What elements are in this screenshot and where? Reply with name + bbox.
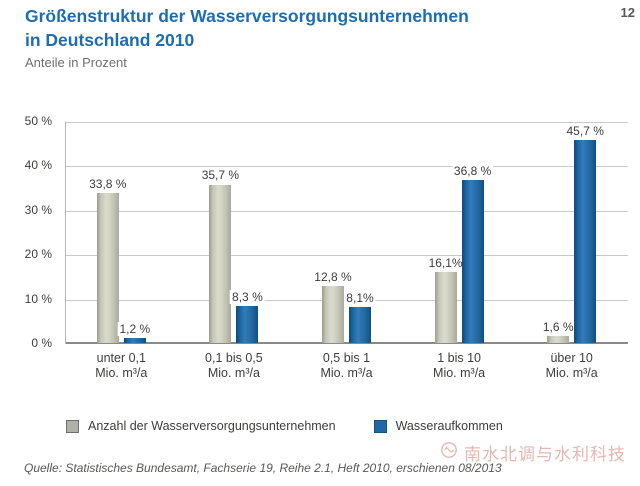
page-title-line2: in Deutschland 2010 [25,30,195,50]
page-title-line1: Größenstruktur der Wasserversorgungsunte… [25,6,469,26]
bar-chart-plot-area: 50 % 40 % 30 % 20 % 10 % 0 % 33,8 % 1,2 % 35,7 %… [25,114,628,350]
legend-swatch-icon [66,419,79,433]
bar [547,335,570,343]
bar [209,184,232,343]
watermark: 南水北调与水利科技 [440,440,626,465]
gridline [65,255,628,257]
x-axis-category-label: 1 bis 10 Mio. m³/a [433,351,486,380]
bar-value-label: 16,1% [426,255,465,270]
chart-legend: Anzahl der Wasserversorgungsunternehmen W… [66,419,503,433]
bar-group: 16,1% 36,8 % [403,122,516,344]
x-axis-category-label: 0,5 bis 1 Mio. m³/a [320,351,373,380]
bar [321,286,344,343]
x-axis-category-label: unter 0,1 Mio. m³/a [95,351,148,380]
legend-item: Anzahl der Wasserversorgungsunternehmen [66,419,336,433]
bar-value-label: 33,8 % [87,176,129,191]
legend-label: Wasseraufkommen [395,419,503,433]
bar-group: 12,8 % 8,1% [290,122,403,344]
gridline [65,342,628,344]
watermark-logo-icon [440,441,458,464]
bar [96,192,119,343]
bar [236,306,259,343]
bar-value-label: 1,6 % [540,319,576,334]
bar [434,271,457,343]
source-line: Quelle: Statistisches Bundesamt, Fachser… [24,461,502,475]
bar-value-label: 12,8 % [312,270,354,285]
bar-value-label: 1,2 % [117,321,153,336]
bar-value-label: 8,3 % [230,290,265,305]
gridline [65,210,628,212]
bar-value-label: 45,7 % [564,124,606,139]
legend-label: Anzahl der Wasserversorgungsunternehmen [88,419,336,433]
x-axis-category-label: über 10 Mio. m³/a [545,351,598,380]
bar-value-label: 35,7 % [199,168,242,183]
page-title: Größenstruktur der Wasserversorgungsunte… [25,4,469,52]
y-axis-tick-label: 10 % [24,291,52,306]
y-axis-tick-label: 40 % [24,158,52,173]
y-axis-line [65,122,66,344]
bar-group: 35,7 % 8,3 % [178,122,291,344]
legend-swatch-icon [373,419,387,433]
page-number: 12 [620,5,635,20]
y-axis-tick-label: 20 % [24,247,52,262]
legend-item: Wasseraufkommen [373,419,503,433]
x-axis-labels: unter 0,1 Mio. m³/a 0,1 bis 0,5 Mio. m³/a 0,… [65,351,628,381]
bar-group: 1,6 % 45,7 % [515,122,628,344]
x-axis-category-label: 0,1 bis 0,5 Mio. m³/a [205,351,263,380]
y-axis-tick-label: 30 % [24,202,52,217]
bar [461,179,484,343]
gridline [65,166,628,168]
watermark-text: 南水北调与水利科技 [464,445,626,464]
bar-value-label: 36,8 % [451,163,494,178]
bar-value-label: 8,1% [344,291,376,306]
y-axis-tick-label: 50 % [24,114,52,128]
bar-group: 33,8 % 1,2 % [65,122,178,344]
bar [123,337,146,343]
bar [348,307,371,343]
bar [574,140,597,343]
y-axis-tick-label: 0 % [31,336,52,350]
page-subtitle: Anteile in Prozent [25,55,127,70]
gridline [65,122,628,123]
